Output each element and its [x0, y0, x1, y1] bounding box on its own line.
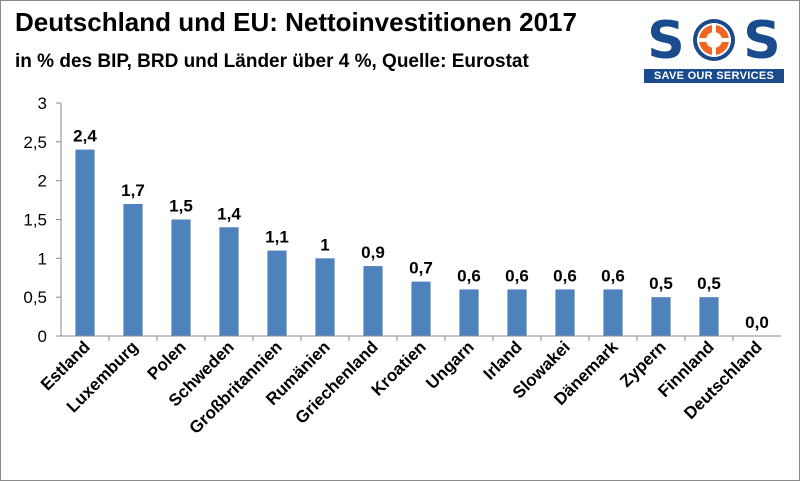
value-label: 2,4 — [73, 127, 97, 146]
y-tick-label: 0 — [38, 327, 47, 346]
chart-title: Deutschland und EU: Nettoinvestitionen 2… — [15, 7, 577, 37]
y-tick-label: 1,5 — [23, 211, 47, 230]
value-label: 1,1 — [265, 228, 289, 247]
bar — [123, 203, 143, 336]
bar — [603, 289, 623, 336]
value-labels: 2,4 1,7 1,5 1,4 1,1 1 0,9 0,7 0,6 0,6 0,6 0,6 0,5 0,5… — [73, 127, 769, 332]
category-label: Ungarn — [422, 337, 478, 393]
bar — [171, 219, 191, 336]
bar — [75, 149, 95, 336]
value-label: 1,7 — [121, 181, 145, 200]
sos-logo: S O S SAVE OUR SERVICES — [644, 15, 784, 85]
bar — [699, 297, 719, 336]
lifebuoy-icon — [693, 19, 735, 61]
bar — [459, 289, 479, 336]
value-label: 0,5 — [649, 274, 673, 293]
value-label: 0,6 — [457, 266, 481, 285]
y-tick-label: 2,5 — [23, 133, 47, 152]
value-label: 0,6 — [505, 266, 529, 285]
bar — [651, 297, 671, 336]
bar — [507, 289, 527, 336]
bar — [363, 266, 383, 336]
bar — [219, 227, 239, 336]
bar — [555, 289, 575, 336]
value-label: 0,7 — [409, 259, 433, 278]
category-label: Polen — [144, 337, 190, 383]
y-tick-label: 3 — [38, 94, 47, 113]
logo-letter-s1: S — [647, 11, 685, 71]
y-tick-label: 0,5 — [23, 288, 47, 307]
value-label: 0,5 — [697, 274, 721, 293]
value-label: 1,4 — [217, 204, 241, 223]
y-tick-label: 1 — [38, 249, 47, 268]
logo-letter-s2: S — [743, 11, 781, 71]
value-label: 0,9 — [361, 243, 385, 262]
value-label: 0,6 — [553, 266, 577, 285]
bars — [75, 149, 719, 336]
y-tick-label: 2 — [38, 172, 47, 191]
logo-letters: S O S — [644, 15, 784, 67]
bar — [315, 258, 335, 336]
value-label: 0,6 — [601, 266, 625, 285]
y-axis: 0 0,5 1 1,5 2 2,5 3 — [23, 94, 62, 346]
bar — [411, 281, 431, 336]
bar — [267, 250, 287, 336]
chart-subtitle: in % des BIP, BRD und Länder über 4 %, Q… — [15, 51, 529, 72]
logo-tagline: SAVE OUR SERVICES — [644, 69, 784, 83]
category-label: Irland — [480, 337, 526, 383]
value-label: 0,0 — [745, 313, 769, 332]
value-label: 1 — [320, 235, 329, 254]
category-label: Griechenland — [292, 337, 382, 427]
value-label: 1,5 — [169, 197, 193, 216]
